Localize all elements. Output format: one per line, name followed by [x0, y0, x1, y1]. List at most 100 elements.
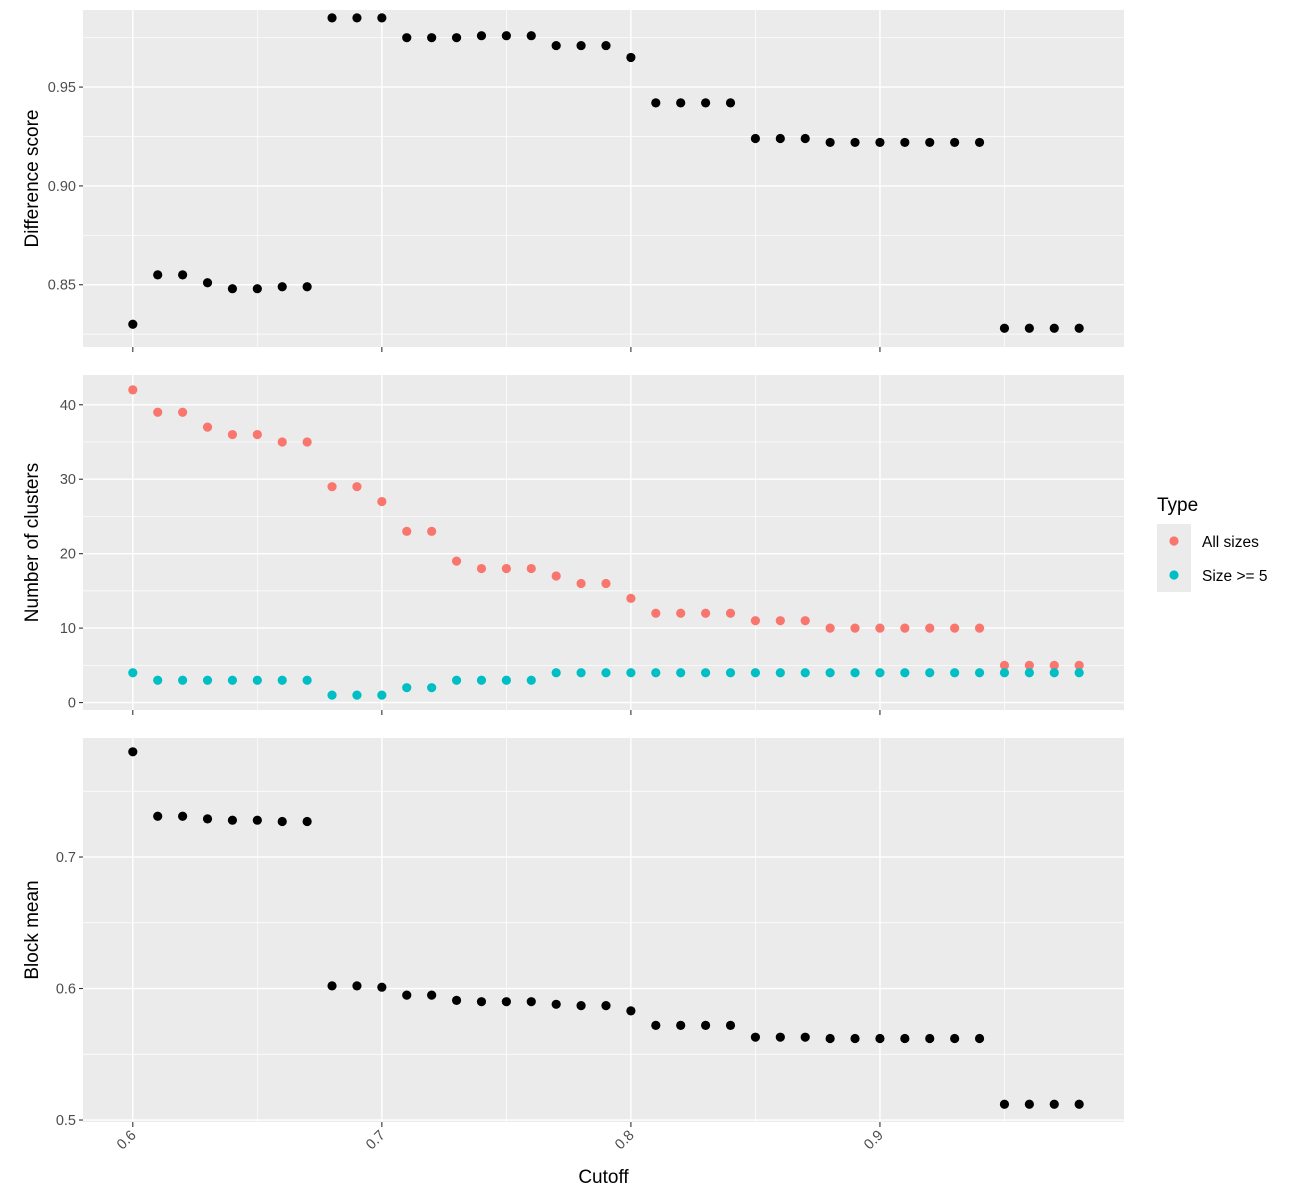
data-point — [775, 133, 785, 144]
data-point — [526, 997, 536, 1007]
y-axis-title: Number of clusters — [22, 463, 43, 622]
data-point — [277, 282, 287, 292]
data-point — [227, 815, 238, 825]
data-point — [999, 323, 1010, 333]
data-point — [651, 608, 661, 618]
data-point — [850, 137, 860, 148]
series-2 — [128, 668, 1084, 700]
data-point — [252, 429, 262, 440]
data-point — [1074, 323, 1084, 333]
data-point — [800, 668, 810, 678]
data-point — [750, 133, 761, 144]
data-point — [1049, 660, 1059, 670]
panel-background — [83, 10, 1124, 347]
data-point — [327, 690, 337, 700]
data-point — [302, 282, 312, 292]
data-point — [576, 40, 586, 51]
data-point — [501, 563, 511, 574]
data-point — [202, 422, 213, 432]
y-tick-label: 20 — [60, 547, 76, 563]
data-point — [626, 593, 636, 603]
data-point — [451, 556, 462, 566]
panel-background — [83, 738, 1124, 1122]
data-point — [252, 675, 262, 685]
data-point — [701, 98, 711, 108]
data-point — [850, 1033, 860, 1044]
y-axis-title: Difference score — [22, 110, 43, 248]
data-point — [551, 668, 561, 678]
data-point — [900, 623, 910, 633]
data-point — [999, 660, 1010, 670]
data-point — [277, 675, 287, 685]
data-point — [925, 1033, 935, 1044]
data-point — [925, 137, 935, 148]
x-tick-label: 0.7 — [363, 1128, 389, 1154]
data-point — [900, 668, 910, 678]
data-point — [925, 668, 935, 678]
data-point — [651, 1020, 661, 1030]
data-point — [974, 668, 985, 678]
legend-swatch — [1169, 536, 1179, 546]
data-point — [227, 675, 238, 685]
panel-3: 0.5 0.6 0.7 Block mean — [22, 738, 1124, 1129]
data-point — [1049, 1099, 1059, 1109]
data-point — [252, 815, 262, 825]
data-point — [153, 407, 163, 417]
data-point — [725, 1020, 736, 1030]
legend: Type All sizes Size >= 5 — [1157, 495, 1268, 592]
data-point — [626, 1006, 636, 1016]
data-point — [352, 13, 362, 23]
data-point — [626, 668, 636, 678]
data-point — [476, 563, 487, 574]
data-point — [725, 608, 736, 618]
y-tick-label: 0.85 — [48, 278, 76, 294]
data-point — [327, 13, 337, 23]
data-point — [875, 1033, 885, 1044]
data-point — [302, 675, 312, 685]
data-point — [825, 668, 835, 678]
data-point — [576, 668, 586, 678]
data-point — [850, 623, 860, 633]
data-point — [327, 482, 337, 492]
y-tick-label: 0 — [68, 696, 76, 712]
data-point — [651, 98, 661, 108]
data-point — [676, 668, 686, 678]
legend-swatch — [1169, 570, 1179, 580]
data-point — [227, 429, 238, 440]
data-point — [153, 811, 163, 821]
data-point — [950, 623, 960, 633]
data-point — [601, 668, 611, 678]
data-point — [974, 623, 985, 633]
data-point — [825, 137, 835, 148]
data-point — [576, 578, 586, 589]
data-point — [601, 578, 611, 589]
data-point — [701, 1020, 711, 1030]
series-1 — [128, 747, 1084, 1109]
data-point — [601, 1001, 611, 1011]
data-point — [676, 1020, 686, 1030]
legend-label: All sizes — [1202, 534, 1259, 551]
data-point — [526, 563, 536, 574]
data-point — [950, 137, 960, 148]
data-point — [128, 668, 138, 678]
data-point — [875, 668, 885, 678]
data-point — [501, 31, 511, 41]
data-point — [451, 33, 462, 43]
data-point — [377, 982, 387, 992]
data-point — [800, 133, 810, 144]
data-point — [427, 526, 437, 536]
data-point — [850, 668, 860, 678]
data-point — [701, 608, 711, 618]
data-point — [999, 1099, 1010, 1109]
data-point — [377, 13, 387, 23]
data-point — [377, 690, 387, 700]
data-point — [875, 137, 885, 148]
data-point — [128, 747, 138, 757]
data-point — [526, 675, 536, 685]
series-1 — [128, 385, 1084, 670]
data-point — [925, 623, 935, 633]
data-point — [451, 675, 462, 685]
data-point — [277, 437, 287, 447]
data-point — [626, 52, 636, 63]
data-point — [501, 997, 511, 1007]
